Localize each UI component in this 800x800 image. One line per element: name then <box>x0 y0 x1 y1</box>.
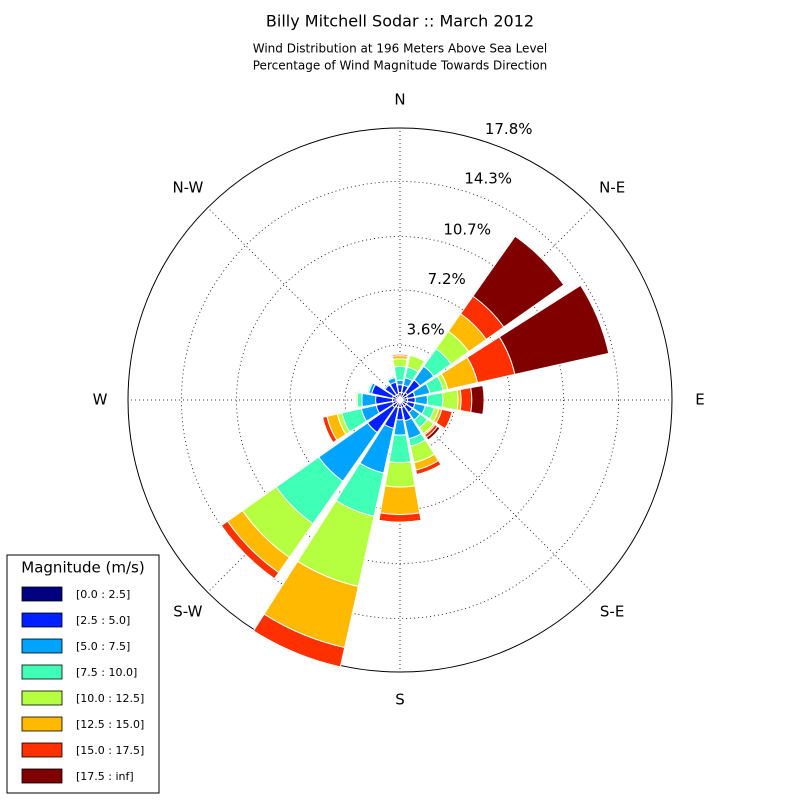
wind-segment <box>472 235 565 328</box>
plot-area: 3.6% 7.2% 10.7% 14.3% 17.8% N N-E E S-E S S-W W N-W <box>93 91 705 709</box>
legend-swatch <box>21 612 63 628</box>
spoke-line <box>399 399 593 593</box>
spoke-line <box>207 207 401 401</box>
direction-label: S-E <box>600 603 624 621</box>
legend-swatch <box>21 664 63 680</box>
grid-circle <box>236 236 564 564</box>
wind-segment <box>321 417 334 443</box>
wind-segment <box>470 384 485 416</box>
legend-label: [7.5 : 10.0] <box>76 666 137 679</box>
wind-segment <box>392 358 408 368</box>
r-tick-label: 3.6% <box>407 321 445 339</box>
legend-title: Magnitude (m/s) <box>21 559 144 577</box>
grid-circle <box>181 181 619 619</box>
wind-segment <box>366 381 373 393</box>
wind-segment <box>388 434 412 464</box>
legend-label: [5.0 : 7.5] <box>76 640 130 653</box>
wind-segment <box>378 512 422 523</box>
legend-label: [12.5 : 15.0] <box>76 718 144 731</box>
legend-swatch <box>21 742 63 758</box>
wind-segment <box>498 284 610 375</box>
wind-segment <box>393 418 407 436</box>
wind-segment <box>220 525 275 580</box>
legend-label: [17.5 : inf] <box>76 770 134 783</box>
direction-label: N <box>394 91 405 109</box>
legend-swatch <box>21 690 63 706</box>
r-tick-label: 7.2% <box>428 270 466 288</box>
wind-segment <box>396 379 404 386</box>
chart-title: Billy Mitchell Sodar :: March 2012 <box>266 12 534 31</box>
r-tick-label: 14.3% <box>464 170 512 188</box>
wind-segment <box>355 392 357 408</box>
r-tick-label: 10.7% <box>443 220 491 238</box>
direction-label: N-E <box>599 178 625 196</box>
chart-subtitle: Wind Distribution at 196 Meters Above Se… <box>253 42 548 56</box>
wind-segment <box>379 485 421 516</box>
wind-segment <box>441 389 459 411</box>
legend-label: [2.5 : 5.0] <box>76 614 130 627</box>
legend-swatch <box>21 716 63 732</box>
wind-segment <box>426 392 444 408</box>
legend-label: [10.0 : 12.5] <box>76 692 144 705</box>
wind-segment <box>393 365 407 382</box>
wind-segment <box>425 425 441 441</box>
legend-swatch <box>21 638 63 654</box>
direction-label: S-W <box>173 603 202 621</box>
wind-segment <box>459 387 473 413</box>
direction-label: N-W <box>172 178 203 196</box>
r-tick-label: 17.8% <box>485 120 533 138</box>
wind-segment <box>383 383 389 389</box>
outer-circle <box>127 127 673 673</box>
legend-label: [15.0 : 17.5] <box>76 744 144 757</box>
direction-label: E <box>695 391 704 409</box>
legend: Magnitude (m/s) [0.0 : 2.5] [2.5 : 5.0] [5… <box>6 554 160 794</box>
legend-swatch <box>21 586 63 602</box>
chart-subtitle: Percentage of Wind Magnitude Towards Dir… <box>253 59 547 73</box>
direction-label: S <box>395 691 405 709</box>
legend-label: [0.0 : 2.5] <box>76 588 130 601</box>
wind-segment <box>384 461 416 488</box>
legend-swatch <box>21 768 63 784</box>
direction-label: W <box>93 391 108 409</box>
wind-segment <box>361 392 377 408</box>
